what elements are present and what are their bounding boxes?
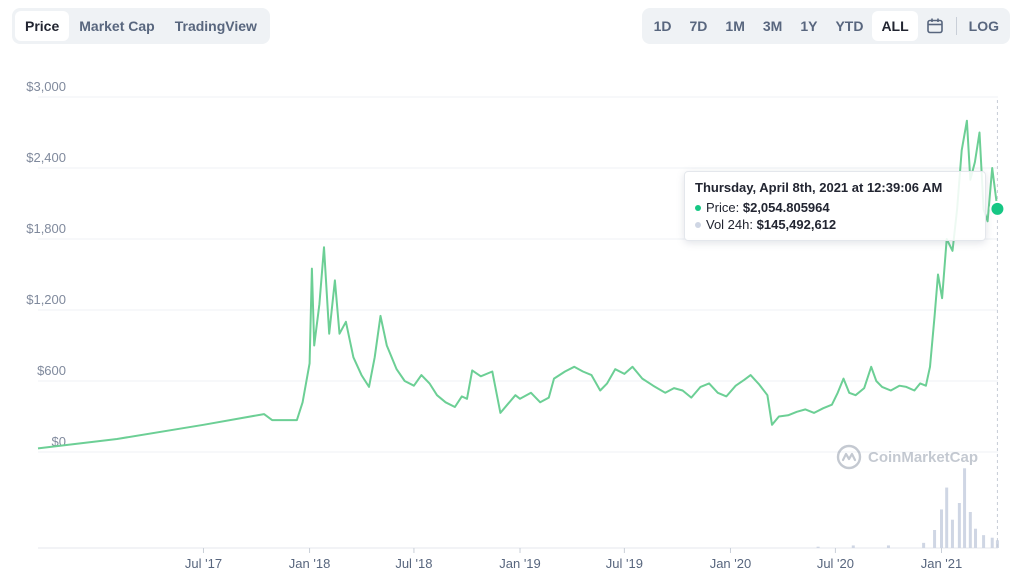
y-tick-label: $3,000	[26, 79, 66, 94]
range-1y[interactable]: 1Y	[800, 18, 818, 34]
range-1d[interactable]: 1D	[653, 18, 672, 34]
calendar-icon	[926, 18, 943, 34]
view-tabs: Price Market Cap TradingView	[12, 8, 270, 44]
volume-bar	[886, 545, 890, 548]
y-tick-label: $2,400	[26, 150, 66, 165]
log-scale-toggle[interactable]: LOG	[968, 18, 999, 34]
x-tick-label: Jul '20	[817, 556, 854, 571]
x-tick-label: Jan '18	[289, 556, 331, 571]
watermark: CoinMarketCap	[836, 444, 978, 470]
tooltip-price-row: Price: $2,054.805964	[695, 199, 975, 216]
volume-bar	[939, 509, 943, 548]
tab-price[interactable]: Price	[15, 11, 70, 41]
tab-market-cap[interactable]: Market Cap	[79, 18, 155, 34]
volume-bar	[933, 530, 937, 548]
range-3m[interactable]: 3M	[762, 18, 783, 34]
tab-tradingview[interactable]: TradingView	[174, 18, 257, 34]
range-ytd[interactable]: YTD	[835, 18, 864, 34]
volume-bar	[963, 468, 967, 548]
coinmarketcap-logo-icon	[836, 444, 862, 470]
y-tick-label: $1,200	[26, 292, 66, 307]
price-series-line	[37, 119, 999, 450]
x-tick-label: Jan '19	[499, 556, 541, 571]
range-selector: 1D 7D 1M 3M 1Y YTD ALL LOG	[641, 8, 1010, 44]
volume-dot-icon	[695, 221, 701, 228]
volume-bar	[974, 528, 978, 548]
tooltip-price-label: Price:	[706, 200, 740, 215]
volume-bar	[922, 542, 926, 548]
hover-point	[989, 200, 1006, 217]
price-tooltip: Thursday, April 8th, 2021 at 12:39:06 AM…	[684, 171, 986, 241]
x-tick-label: Jul '18	[395, 556, 432, 571]
volume-bars	[816, 468, 999, 548]
calendar-button[interactable]	[918, 11, 952, 41]
volume-bar	[851, 545, 855, 548]
tooltip-volume-label: Vol 24h:	[706, 217, 753, 232]
range-7d[interactable]: 7D	[689, 18, 708, 34]
tooltip-price-value: $2,054.805964	[742, 200, 830, 215]
volume-bar	[957, 503, 961, 548]
volume-bar	[990, 537, 994, 548]
tooltip-volume-row: Vol 24h: $145,492,612	[695, 216, 975, 233]
range-all[interactable]: ALL	[872, 11, 918, 41]
x-tick-label: Jul '19	[606, 556, 643, 571]
x-tick-label: Jan '21	[921, 556, 963, 571]
y-tick-label: $600	[37, 363, 66, 378]
grid-lines	[38, 96, 998, 549]
y-axis-labels: $0$600$1,200$1,800$2,400$3,000	[26, 79, 66, 449]
x-tick-label: Jul '17	[185, 556, 222, 571]
x-tick-label: Jan '20	[710, 556, 752, 571]
range-1m[interactable]: 1M	[725, 18, 745, 34]
toolbar-divider	[955, 17, 957, 35]
volume-bar	[945, 487, 949, 548]
watermark-text: CoinMarketCap	[868, 448, 979, 466]
volume-bar	[950, 519, 954, 548]
tooltip-volume-value: $145,492,612	[756, 217, 837, 232]
volume-bar	[982, 535, 986, 548]
tooltip-date: Thursday, April 8th, 2021 at 12:39:06 AM	[695, 180, 943, 195]
y-tick-label: $1,800	[26, 221, 66, 236]
volume-bar	[968, 512, 972, 548]
x-axis-labels: Jul '17 Jan '18 Jul '18 Jan '19 Jul '19 Jan '…	[185, 548, 962, 571]
price-dot-icon	[695, 204, 701, 211]
volume-bar	[816, 546, 820, 548]
